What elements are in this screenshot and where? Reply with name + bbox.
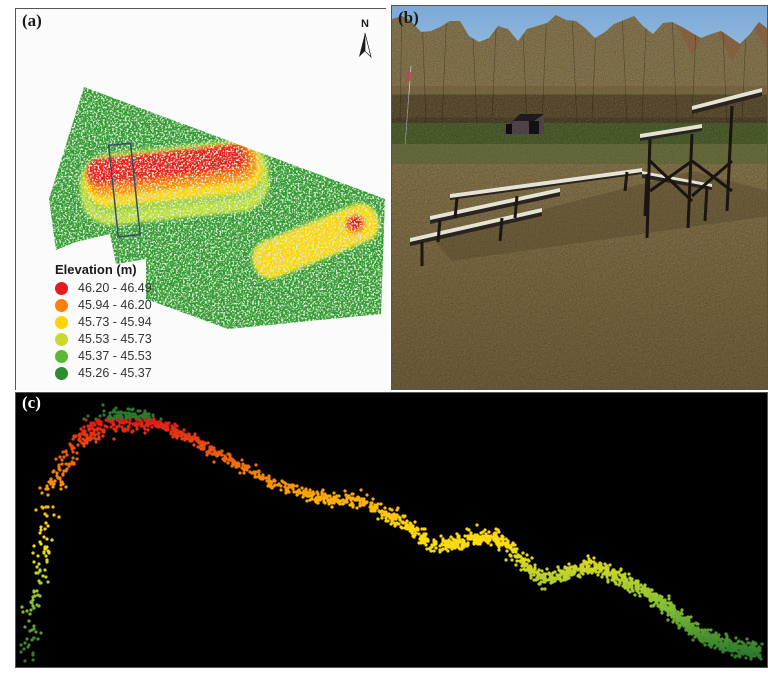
svg-text:N: N	[361, 18, 369, 30]
